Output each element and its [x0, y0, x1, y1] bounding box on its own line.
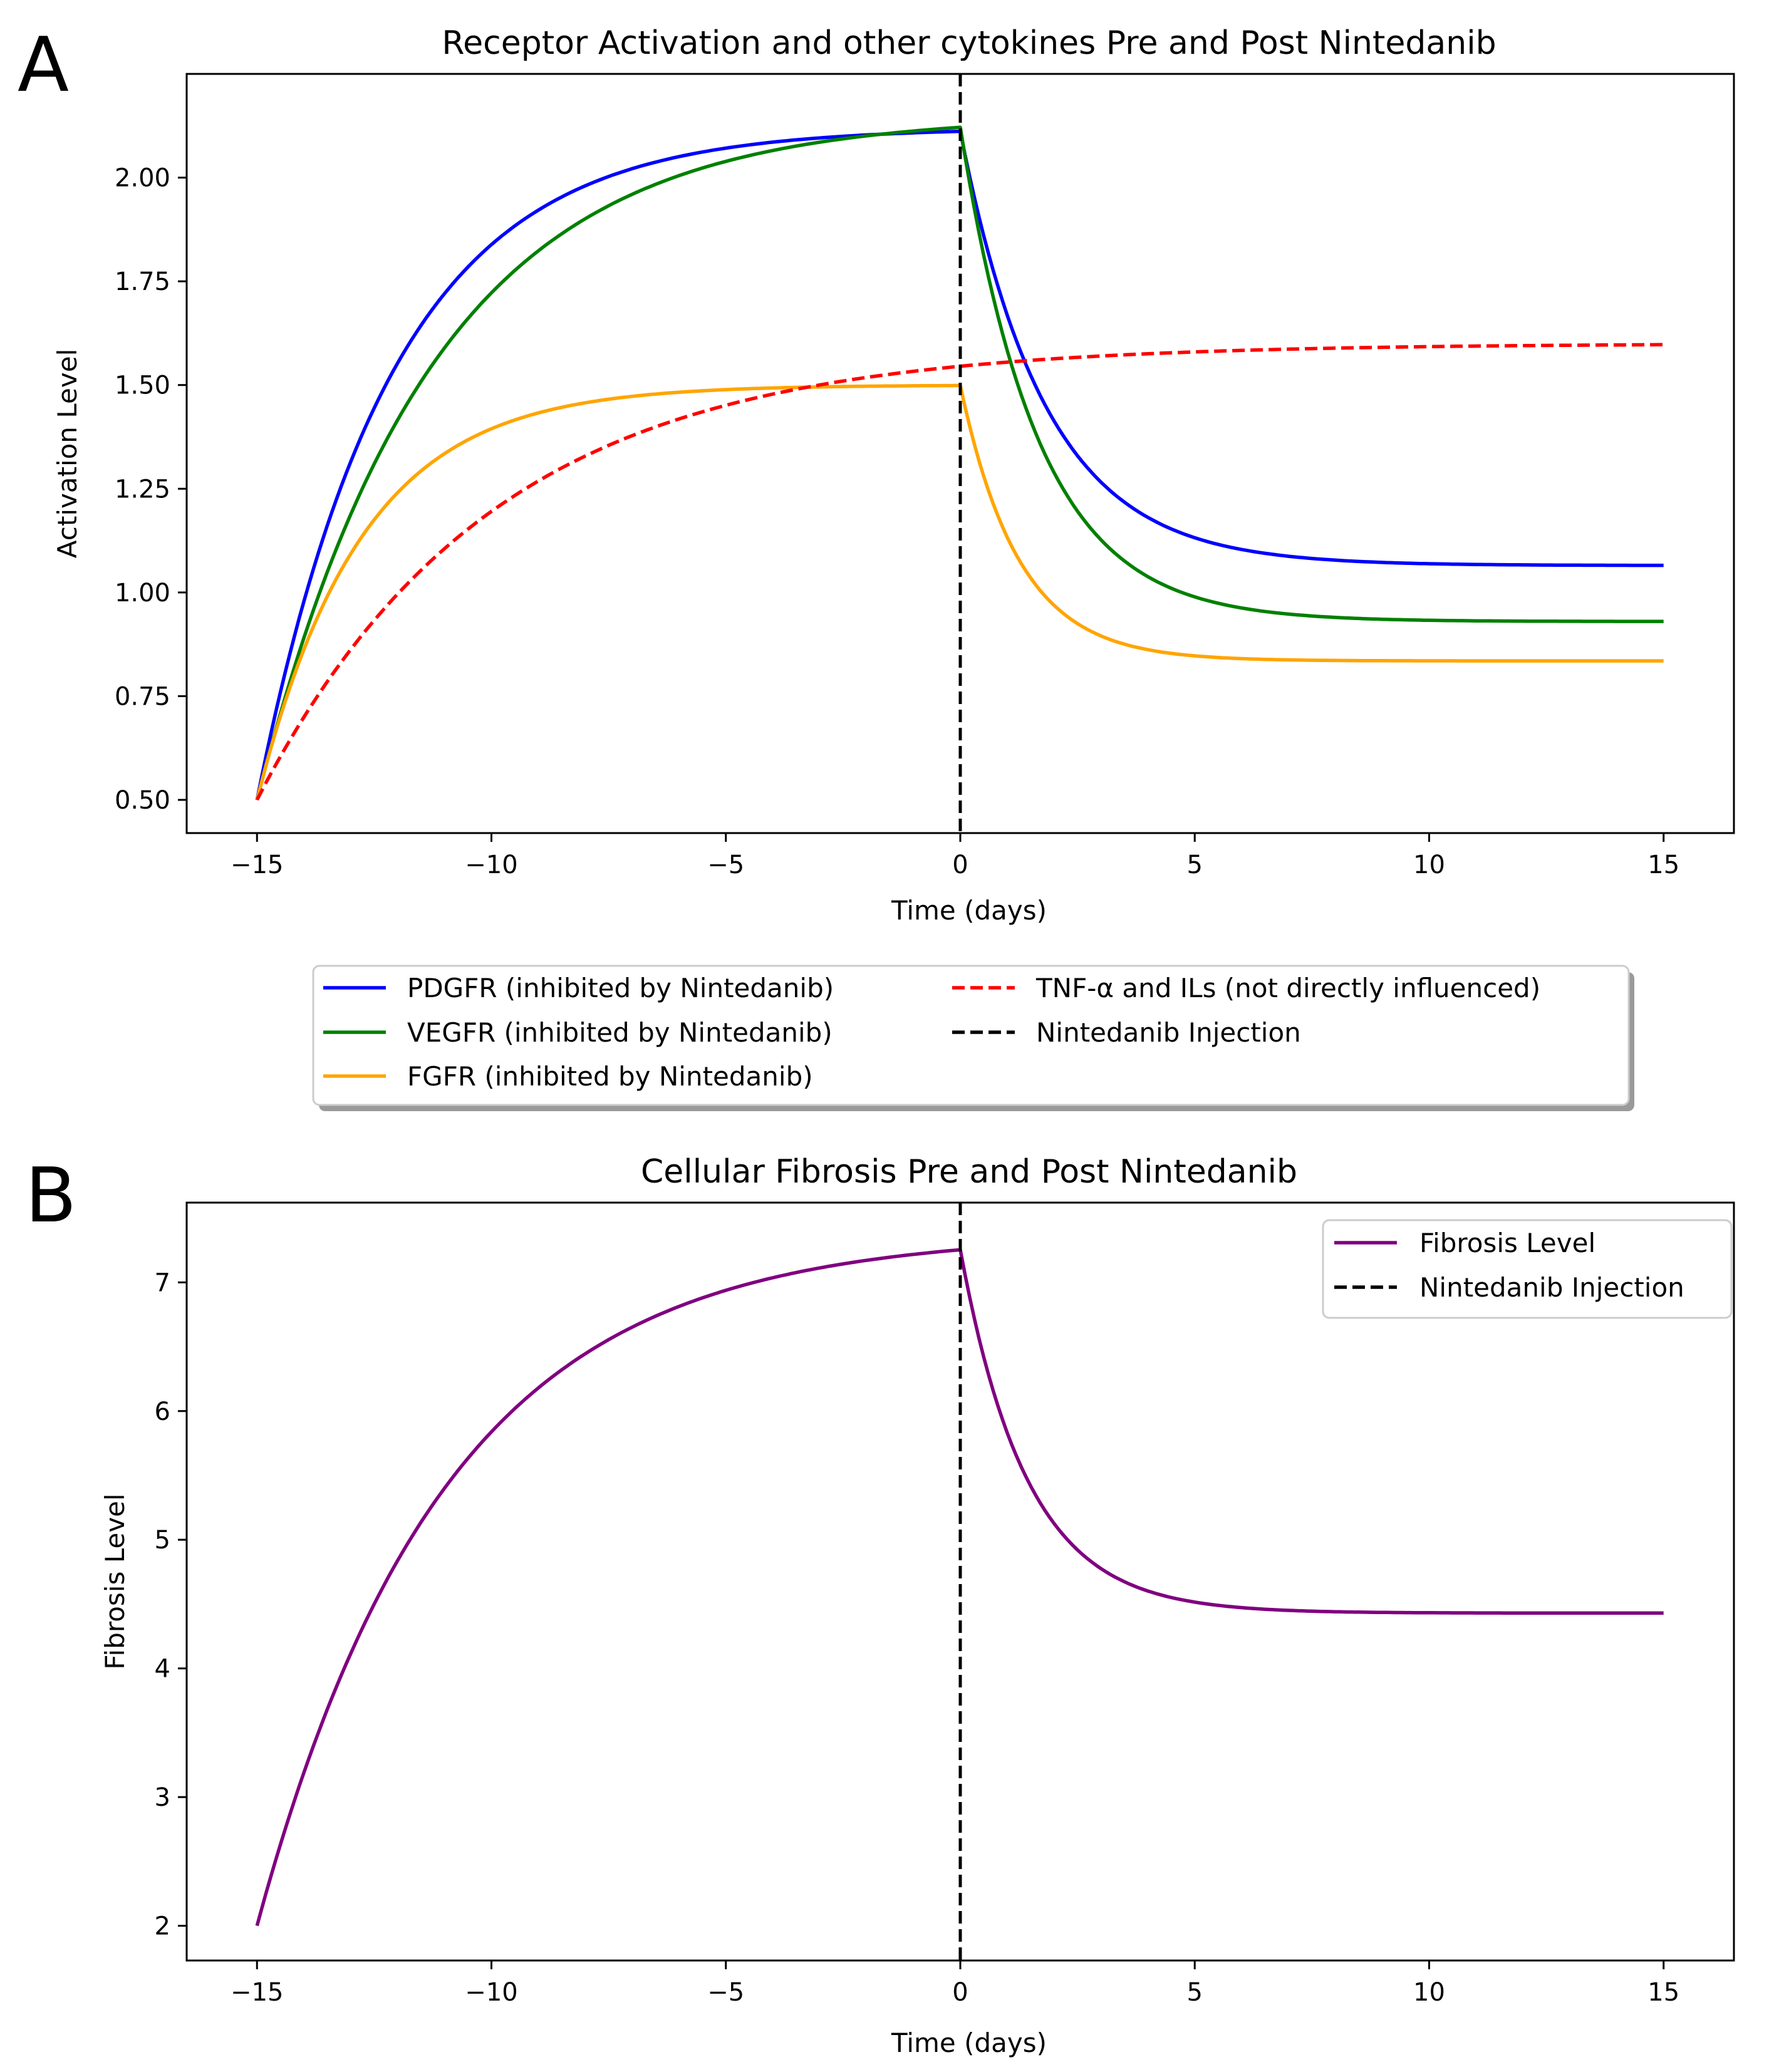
- x-tick-label: −15: [231, 851, 283, 879]
- chart-title-b: Cellular Fibrosis Pre and Post Nintedani…: [641, 1153, 1297, 1191]
- panel-label-a: A: [18, 22, 69, 109]
- chart-title-a: Receptor Activation and other cytokines …: [442, 24, 1496, 62]
- y-tick-label: 0.75: [115, 682, 170, 711]
- legend-label-injection-a: Nintedanib Injection: [1036, 1017, 1301, 1048]
- y-tick-label: 6: [155, 1397, 170, 1426]
- legend-b: Fibrosis Level Nintedanib Injection: [1322, 1219, 1733, 1319]
- plot-a-series: [255, 74, 1664, 833]
- y-axis-b: 2 3 4 5 6 7: [155, 1268, 187, 1941]
- x-axis-b: −15 −10 −5 0 5 10 15: [231, 1961, 1679, 2007]
- legend-a: PDGFR (inhibited by Nintedanib) VEGFR (i…: [312, 965, 1634, 1111]
- panel-label-b: B: [25, 1153, 76, 1240]
- y-tick-label: 1.50: [115, 371, 170, 400]
- y-tick-label: 1.75: [115, 267, 170, 296]
- legend-label-injection-b: Nintedanib Injection: [1419, 1272, 1684, 1303]
- y-tick-label: 1.25: [115, 475, 170, 504]
- x-tick-label: −15: [231, 1978, 283, 2007]
- x-tick-label: 10: [1413, 1978, 1445, 2007]
- x-tick-label: −5: [707, 851, 744, 879]
- x-axis-label-a: Time (days): [891, 895, 1047, 926]
- x-tick-label: −10: [465, 1978, 517, 2007]
- y-axis-label-a: Activation Level: [52, 349, 83, 558]
- x-tick-label: 10: [1413, 851, 1445, 879]
- x-tick-label: 15: [1647, 851, 1679, 879]
- x-tick-label: −5: [707, 1978, 744, 2007]
- y-tick-label: 3: [155, 1783, 170, 1812]
- y-tick-label: 5: [155, 1526, 170, 1555]
- panel-b: B Cellular Fibrosis Pre and Post Ninteda…: [25, 1153, 1735, 2058]
- legend-a-box: [312, 965, 1630, 1106]
- legend-label-vegfr: VEGFR (inhibited by Nintedanib): [407, 1017, 833, 1048]
- x-tick-label: 15: [1647, 1978, 1679, 2007]
- x-tick-label: 0: [952, 1978, 968, 2007]
- y-axis-a: 0.50 0.75 1.00 1.25 1.50 1.75 2.00: [115, 164, 187, 815]
- legend-label-tnf: TNF-α and ILs (not directly influenced): [1035, 973, 1540, 1003]
- y-tick-label: 4: [155, 1655, 170, 1684]
- legend-label-fgfr: FGFR (inhibited by Nintedanib): [407, 1061, 813, 1092]
- legend-label-pdgfr: PDGFR (inhibited by Nintedanib): [407, 973, 834, 1003]
- y-tick-label: 2.00: [115, 164, 170, 193]
- x-tick-label: 5: [1187, 851, 1203, 879]
- y-tick-label: 0.50: [115, 786, 170, 815]
- x-tick-label: 0: [952, 851, 968, 879]
- y-tick-label: 2: [155, 1912, 170, 1941]
- plot-b-series: [255, 1203, 1664, 1961]
- y-tick-label: 1.00: [115, 579, 170, 608]
- x-axis-label-b: Time (days): [891, 2028, 1047, 2058]
- y-axis-label-b: Fibrosis Level: [100, 1493, 130, 1669]
- x-tick-label: −10: [465, 851, 517, 879]
- panel-a: A Receptor Activation and other cytokine…: [18, 22, 1735, 1111]
- x-tick-label: 5: [1187, 1978, 1203, 2007]
- series-line-vegfr-a: [255, 125, 1664, 800]
- y-tick-label: 7: [155, 1268, 170, 1297]
- x-axis-a: −15 −10 −5 0 5 10 15: [231, 833, 1679, 879]
- legend-b-box: [1322, 1219, 1733, 1319]
- legend-label-fibrosis: Fibrosis Level: [1419, 1228, 1595, 1258]
